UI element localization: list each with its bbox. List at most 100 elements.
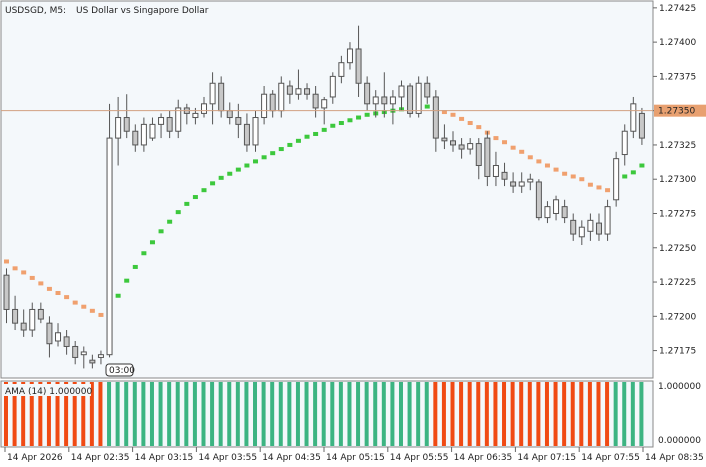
histogram-bar: [244, 382, 249, 446]
candle: [3, 268, 10, 324]
candle: [46, 316, 53, 358]
candle: [149, 117, 156, 141]
ama-point: [347, 118, 353, 123]
histogram-bar: [630, 382, 635, 446]
candle-body: [604, 206, 611, 235]
time-tick-label: 14 Apr 02:35: [71, 453, 130, 463]
candle: [261, 85, 268, 125]
histogram-bar: [424, 382, 429, 446]
indicator-level-bottom: 0.000000: [658, 436, 701, 446]
histogram-bar: [64, 382, 69, 446]
histogram-bar: [278, 382, 283, 446]
candle: [37, 302, 44, 324]
candle: [338, 55, 345, 84]
candle: [132, 124, 139, 152]
candle: [458, 138, 465, 159]
histogram-bar: [356, 382, 361, 446]
candle-body: [209, 82, 216, 105]
candle-body: [527, 178, 534, 183]
histogram-bar: [313, 382, 318, 446]
histogram-bar: [416, 382, 421, 446]
histogram-bar: [132, 382, 137, 446]
candle-body: [278, 82, 285, 112]
candle-body: [321, 99, 328, 109]
candle-body: [269, 93, 276, 112]
candle-body: [286, 85, 293, 95]
candle-body: [97, 354, 104, 358]
candle-body: [106, 137, 113, 356]
price-tick-label: 1.27225: [659, 278, 696, 288]
ama-point: [210, 181, 216, 186]
time-tick-label: 14 Apr 03:55: [198, 453, 257, 463]
ama-histogram: [4, 382, 644, 446]
histogram-bar: [579, 382, 584, 446]
candle: [55, 323, 62, 347]
ama-point: [630, 170, 636, 175]
candle-body: [304, 88, 311, 95]
histogram-bar: [158, 382, 163, 446]
candle-body: [544, 206, 551, 219]
histogram-bar: [459, 382, 464, 446]
ama-point: [81, 304, 87, 309]
candle-body: [55, 332, 62, 342]
candle-body: [158, 117, 165, 125]
symbol-timeframe: USDSGD, M5:: [5, 6, 66, 16]
time-tick-label: 14 Apr 07:55: [581, 453, 640, 463]
candle: [243, 113, 250, 152]
main-plot-area: [0, 0, 654, 379]
candle: [329, 72, 336, 104]
candle-body: [200, 103, 207, 114]
candle-body: [346, 48, 353, 64]
ama-point: [519, 149, 525, 154]
ama-point: [287, 142, 293, 147]
price-tick-label: 1.27250: [659, 244, 696, 254]
histogram-bar: [502, 382, 507, 446]
candle-body: [149, 123, 156, 139]
histogram-bar: [364, 382, 369, 446]
candle: [544, 201, 551, 224]
ama-point: [450, 112, 456, 117]
ama-point: [167, 219, 173, 224]
histogram-bar: [527, 382, 532, 446]
histogram-bar: [4, 382, 8, 446]
ama-point: [304, 134, 310, 139]
candle-body: [37, 308, 44, 320]
candle: [638, 107, 645, 145]
histogram-bar: [605, 382, 610, 446]
candle: [492, 151, 499, 187]
histogram-bar: [476, 382, 481, 446]
ama-point: [184, 201, 190, 206]
bid-price-tag: [654, 104, 706, 117]
candle-body: [192, 112, 199, 119]
ama-point: [536, 159, 542, 164]
histogram-bar: [407, 382, 412, 446]
candle: [553, 195, 560, 221]
ama-point: [356, 115, 362, 120]
histogram-bar: [536, 382, 541, 446]
ama-point: [544, 163, 550, 168]
histogram-bar: [613, 382, 618, 446]
candle-body: [578, 226, 585, 238]
candle-body: [458, 144, 465, 150]
ama-point: [158, 229, 164, 234]
ama-point: [89, 308, 95, 313]
candle: [381, 72, 388, 118]
histogram-bar: [72, 382, 77, 446]
histogram-bar: [390, 382, 395, 446]
time-tick-label: 14 Apr 03:15: [135, 453, 194, 463]
candle: [407, 83, 414, 118]
candle-body: [132, 130, 139, 146]
ama-point: [21, 270, 27, 275]
histogram-bar: [55, 382, 60, 446]
histogram-bar: [295, 382, 300, 446]
candle-body: [492, 165, 499, 177]
histogram-bar: [338, 382, 343, 446]
histogram-bar: [227, 382, 232, 446]
histogram-bar: [347, 382, 352, 446]
ama-point: [553, 167, 559, 172]
candle: [432, 90, 439, 152]
histogram-bar: [373, 382, 378, 446]
histogram-bar: [441, 382, 446, 446]
candle-body: [166, 117, 173, 132]
